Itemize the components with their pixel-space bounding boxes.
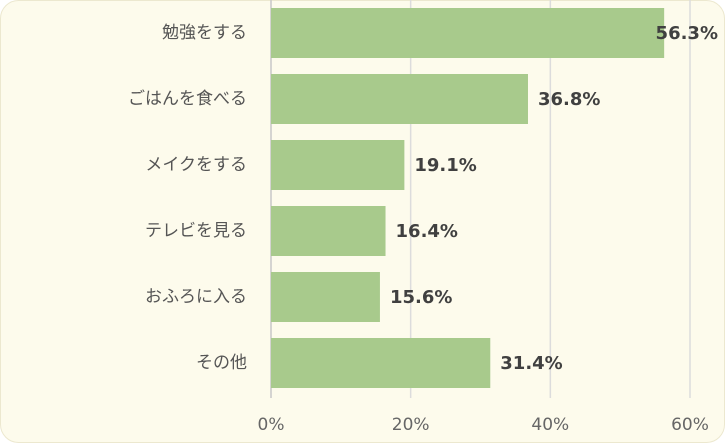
bar — [271, 206, 386, 256]
bar — [271, 272, 380, 322]
value-label: 15.6% — [390, 287, 452, 308]
x-tick-label: 40% — [531, 415, 569, 435]
x-tick-label: 60% — [671, 415, 709, 435]
y-tick-label: 勉強をする — [162, 23, 247, 43]
bar — [271, 74, 528, 124]
bar — [271, 140, 405, 190]
x-tick-label: 0% — [258, 415, 285, 435]
y-tick-label: ごはんを食べる — [128, 89, 247, 109]
bar — [271, 8, 665, 58]
value-label: 19.1% — [414, 155, 476, 176]
y-tick-label: その他 — [196, 353, 247, 373]
x-tick-label: 20% — [392, 415, 430, 435]
value-label: 36.8% — [538, 89, 600, 110]
bar — [271, 338, 491, 388]
value-label: 31.4% — [500, 353, 562, 374]
value-label: 16.4% — [396, 221, 458, 242]
y-tick-label: おふろに入る — [145, 287, 247, 307]
y-tick-label: テレビを見る — [145, 221, 247, 241]
y-tick-label: メイクをする — [145, 155, 247, 175]
value-label: 56.3% — [656, 23, 718, 44]
